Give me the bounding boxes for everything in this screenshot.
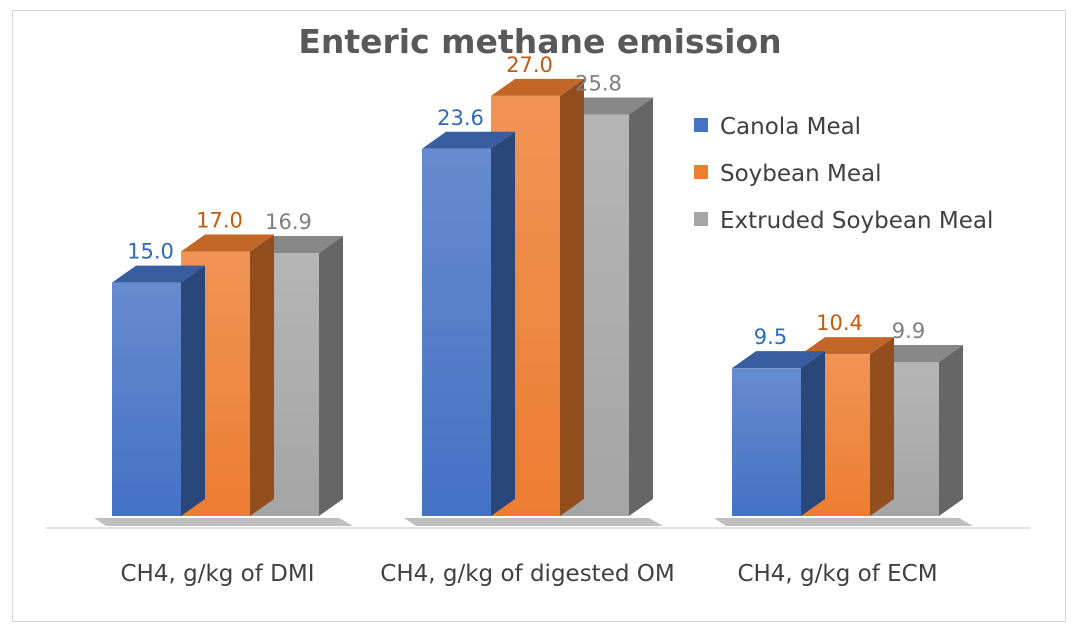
legend-label: Extruded Soybean Meal (720, 208, 993, 234)
bar-side-soybean-meal (560, 78, 584, 516)
bar-top-soybean-meal (181, 234, 274, 252)
data-label: 15.0 (127, 240, 174, 264)
data-label: 9.9 (892, 319, 925, 343)
bar-shadow (94, 518, 353, 526)
data-labels-group: 16.9 17.0 15.0 25.8 27.0 23.6 9.9 10.4 9.5 (127, 53, 925, 349)
bar-shadow (404, 518, 663, 526)
bar-shadow (714, 518, 973, 526)
legend-swatch (694, 118, 708, 132)
category-labels-group: CH4, g/kg of DMI CH4, g/kg of digested OM… (120, 561, 937, 587)
bar-side-extruded-soybean-meal (319, 236, 343, 516)
data-label: 10.4 (816, 311, 863, 335)
data-label: 9.5 (754, 325, 787, 349)
data-label: 16.9 (265, 210, 312, 234)
legend-label: Canola Meal (720, 114, 861, 140)
data-label: 25.8 (575, 72, 622, 96)
category-label: CH4, g/kg of DMI (120, 561, 314, 587)
bar-side-canola-meal (181, 265, 205, 516)
bar-canola-meal (422, 148, 491, 516)
bar-side-soybean-meal (870, 337, 894, 516)
bar-side-soybean-meal (250, 234, 274, 517)
legend-label: Soybean Meal (720, 161, 882, 187)
bar-side-canola-meal (801, 351, 825, 516)
bar-side-canola-meal (491, 131, 515, 516)
bar-side-extruded-soybean-meal (939, 344, 963, 516)
bar-top-canola-meal (422, 131, 515, 149)
bars-group (94, 78, 973, 526)
bar-top-canola-meal (112, 265, 205, 283)
bar-canola-meal (732, 368, 801, 516)
category-label: CH4, g/kg of digested OM (380, 561, 674, 587)
bar-top-soybean-meal (491, 78, 584, 96)
category-label: CH4, g/kg of ECM (737, 561, 937, 587)
legend: Canola Meal Soybean Meal Extruded Soybean … (694, 114, 993, 234)
bar-canola-meal (112, 282, 181, 516)
chart-title: Enteric methane emission (298, 22, 781, 61)
legend-swatch (694, 212, 708, 226)
legend-swatch (694, 165, 708, 179)
bar-top-soybean-meal (801, 337, 894, 355)
bar-side-extruded-soybean-meal (629, 97, 653, 516)
bar-top-canola-meal (732, 351, 825, 369)
data-label: 17.0 (196, 208, 243, 232)
data-label: 23.6 (437, 106, 484, 130)
data-label: 27.0 (506, 53, 553, 77)
